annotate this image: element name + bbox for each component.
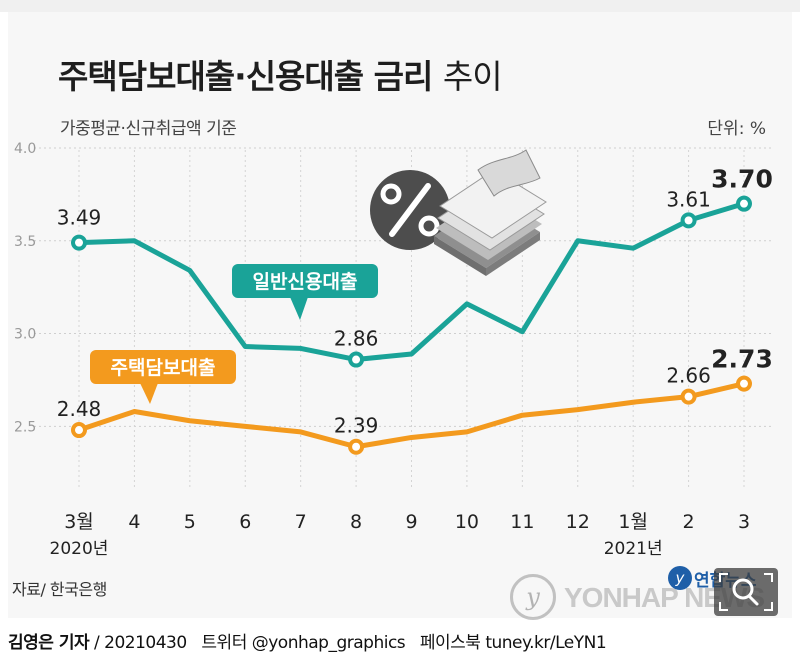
data-label: 2.39 bbox=[334, 414, 379, 438]
chart-panel bbox=[8, 12, 792, 618]
x-tick-label: 11 bbox=[510, 511, 534, 533]
zoom-search-button[interactable] bbox=[714, 568, 778, 616]
data-point bbox=[71, 422, 87, 439]
year-label: 2020년 bbox=[50, 539, 109, 559]
x-tick-label: 8 bbox=[350, 511, 362, 533]
credit-facebook: 페이스북 tuney.kr/LeYN1 bbox=[419, 633, 607, 653]
data-point bbox=[348, 438, 365, 455]
legend-pointer bbox=[290, 297, 308, 320]
data-label: 3.61 bbox=[666, 187, 711, 211]
legend-box bbox=[90, 350, 236, 384]
y-tick-label: 3.5 bbox=[14, 234, 36, 250]
data-point bbox=[348, 351, 365, 368]
x-tick-label: 3월 bbox=[64, 511, 94, 533]
chart-subtitle: 가중평균·신규취급액 기준 bbox=[60, 119, 237, 139]
series-line-0 bbox=[76, 201, 747, 363]
data-label: 3.70 bbox=[711, 165, 773, 194]
legend-callout-1: 주택담보대출 bbox=[90, 350, 236, 404]
chart-title: 주택담보대출·신용대출 금리 추이 bbox=[58, 50, 503, 98]
legend-label: 일반신용대출 bbox=[253, 271, 358, 293]
x-tick-label: 1월 bbox=[618, 511, 648, 533]
x-tick-label: 7 bbox=[295, 511, 307, 533]
data-point bbox=[736, 195, 752, 212]
data-point bbox=[736, 375, 752, 392]
x-tick-label: 9 bbox=[405, 511, 417, 533]
title-main: 주택담보대출·신용대출 금리 bbox=[58, 57, 433, 96]
credit-date: / 20210430 bbox=[94, 633, 187, 653]
x-tick-label: 12 bbox=[566, 511, 590, 533]
data-point bbox=[71, 234, 87, 251]
source-note: 자료/ 한국은행 bbox=[12, 580, 107, 599]
title-suffix: 추이 bbox=[442, 57, 503, 96]
series-line-1 bbox=[76, 381, 747, 450]
unit-label: 단위: % bbox=[707, 119, 766, 139]
label-layer: 3.49 2.86 3.613.70 2.48 2.39 2.662.73 일반신용대출주택… bbox=[57, 165, 773, 438]
top-strip bbox=[0, 0, 800, 12]
y-tick-label: 4.0 bbox=[14, 141, 36, 157]
legend-pointer bbox=[140, 383, 158, 404]
search-icon bbox=[719, 573, 773, 611]
series-layer bbox=[71, 195, 752, 455]
x-tick-label: 10 bbox=[455, 511, 479, 533]
data-point bbox=[680, 212, 697, 229]
y-tick-label: 2.5 bbox=[14, 419, 36, 435]
x-tick-label: 2 bbox=[683, 511, 695, 533]
x-tick-label: 6 bbox=[239, 511, 251, 533]
reporter-name: 김영은 기자 bbox=[8, 633, 90, 653]
legend-box bbox=[232, 264, 378, 298]
yonhap-brand-icon: y bbox=[668, 566, 692, 590]
legend-callout-0: 일반신용대출 bbox=[232, 264, 378, 320]
money-stack-icon bbox=[434, 149, 547, 276]
percent-icon bbox=[370, 170, 450, 250]
y-tick-label: 3.0 bbox=[14, 327, 36, 343]
data-point bbox=[680, 388, 697, 405]
data-label: 2.48 bbox=[57, 397, 102, 421]
x-tick-label: 3 bbox=[738, 511, 750, 533]
x-tick-label: 5 bbox=[184, 511, 196, 533]
x-tick-label: 4 bbox=[128, 511, 140, 533]
legend-label: 주택담보대출 bbox=[111, 357, 216, 379]
data-label: 3.49 bbox=[57, 206, 102, 230]
yonhap-logo-icon: y bbox=[510, 574, 556, 620]
data-label: 2.73 bbox=[711, 345, 773, 374]
data-label: 2.66 bbox=[666, 364, 711, 388]
year-label: 2021년 bbox=[604, 539, 663, 559]
credit-line: 김영은 기자 / 20210430 트위터 @yonhap_graphics 페… bbox=[8, 628, 607, 653]
credit-twitter: 트위터 @yonhap_graphics bbox=[201, 633, 406, 653]
data-label: 2.86 bbox=[334, 327, 379, 351]
